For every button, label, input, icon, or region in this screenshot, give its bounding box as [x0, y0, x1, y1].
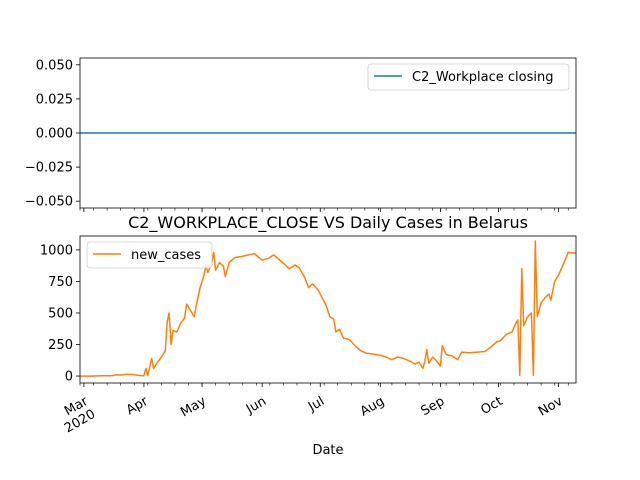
new-cases-line	[80, 240, 576, 377]
top-legend-box	[367, 63, 570, 91]
top-legend: C2_Workplace closing	[367, 63, 570, 91]
top-x-ticks	[79, 208, 569, 212]
top-y-axis: −0.050 −0.025 0.000 0.025 0.050	[25, 58, 80, 210]
top-legend-label: C2_Workplace closing	[412, 70, 553, 85]
bottom-legend-label: new_cases	[131, 248, 201, 263]
top-y-tick-label: −0.025	[25, 161, 73, 176]
bottom-legend: new_cases	[86, 241, 213, 269]
x-axis-label: Date	[312, 443, 343, 458]
top-subplot: −0.050 −0.025 0.000 0.025 0.050 C2_Workplace…	[25, 57, 577, 212]
chart-title: C2_WORKPLACE_CLOSE VS Daily Cases in Bel…	[128, 213, 528, 233]
bottom-axes-frame	[79, 235, 577, 384]
bottom-y-tick-label: 1000	[40, 243, 73, 258]
x-tick-label: Jul	[305, 394, 327, 415]
bottom-y-tick-label: 0	[65, 370, 73, 385]
top-y-tick-label: −0.050	[25, 195, 73, 210]
bottom-y-tick-label: 500	[48, 306, 73, 321]
top-y-tick-label: 0.000	[36, 127, 73, 142]
top-y-tick-label: 0.025	[36, 92, 73, 107]
bottom-y-tick-label: 750	[48, 275, 73, 290]
bottom-legend-box	[86, 241, 213, 269]
bottom-y-tick-label: 250	[48, 338, 73, 353]
top-y-tick-label: 0.050	[36, 58, 73, 73]
bottom-y-axis: 0 250 500 750 1000	[40, 243, 80, 385]
